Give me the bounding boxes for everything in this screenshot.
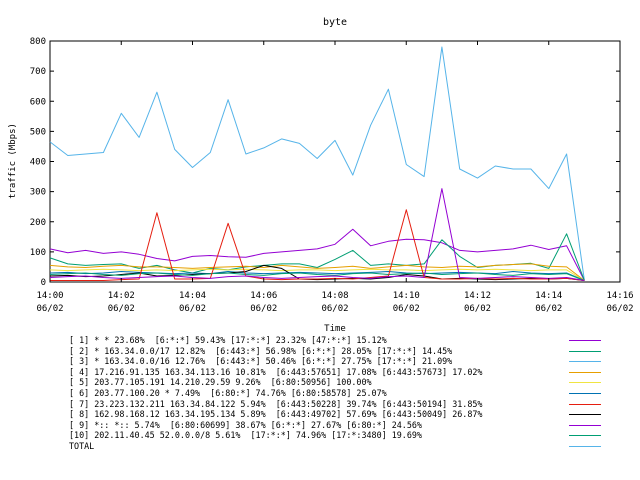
legend-item: [ 2] * 163.34.0.0/17 12.82% [6:443:*] 56…	[69, 346, 629, 357]
legend-item: [ 8] 162.98.168.12 163.34.195.134 5.89% …	[69, 409, 629, 420]
x-tick-label-date: 06/02	[464, 304, 491, 314]
x-tick-label-time: 14:08	[321, 291, 348, 301]
legend-item: [ 4] 17.216.91.135 163.34.113.16 10.81% …	[69, 367, 629, 378]
series-line-9	[49, 188, 585, 281]
x-tick-label-date: 06/02	[321, 304, 348, 314]
y-tick-label: 400	[30, 158, 46, 168]
series-line-6	[49, 271, 585, 281]
legend-swatch	[569, 340, 601, 341]
legend-item: [ 6] 203.77.100.20 * 7.49% [6:80:*] 74.7…	[69, 388, 629, 399]
y-tick-label: 700	[30, 67, 46, 77]
y-tick-label: 600	[30, 97, 46, 107]
x-tick-label-date: 06/02	[179, 304, 206, 314]
legend: [ 1] * * 23.68% [6:*:*] 59.43% [17:*:*] …	[69, 335, 629, 452]
legend-label: [ 4] 17.216.91.135 163.34.113.16 10.81% …	[69, 366, 483, 377]
chart-title: byte	[323, 17, 347, 28]
series-line-5	[49, 268, 585, 281]
axes-layer: 0 100 200 300 400 500 600 700 800 14:00 06/02 14:02…	[30, 37, 634, 314]
y-tick-label: 300	[30, 188, 46, 198]
legend-label: [ 1] * * 23.68% [6:*:*] 59.43% [17:*:*] …	[69, 335, 387, 345]
y-tick-label: 500	[30, 127, 46, 137]
series-line-10	[49, 272, 585, 281]
legend-item: [ 3] * 163.34.0.0/16 12.76% [6:443:*] 50…	[69, 356, 629, 367]
legend-label: TOTAL	[69, 440, 95, 451]
x-tick-label-time: 14:06	[250, 291, 277, 301]
y-tick-label: 800	[30, 37, 46, 47]
legend-swatch	[569, 382, 601, 384]
legend-swatch	[569, 371, 601, 373]
legend-label: [ 9] *:: *:: 5.74% [6:80:60699] 38.67% […	[69, 419, 422, 430]
legend-label: [ 5] 203.77.105.191 14.210.29.59 9.26% […	[69, 377, 372, 388]
x-tick-label-time: 14:12	[464, 291, 491, 301]
y-tick-label: 200	[30, 218, 46, 228]
x-axis-label: Time	[324, 324, 346, 334]
legend-swatch	[569, 403, 601, 405]
legend-swatch	[569, 445, 601, 447]
legend-item: [ 5] 203.77.105.191 14.210.29.59 9.26% […	[69, 377, 629, 388]
x-tick-label-date: 06/02	[393, 304, 420, 314]
series-line-4	[49, 263, 585, 281]
legend-swatch	[569, 414, 601, 416]
y-tick-label: 0	[41, 278, 46, 288]
series-line-7	[50, 209, 585, 281]
legend-label: [10] 202.11.40.45 52.0.0.0/8 5.61% [17:*…	[69, 430, 422, 441]
x-tick-label-time: 14:16	[606, 291, 633, 301]
y-axis-label: traffic (Mbps)	[8, 123, 18, 199]
x-tick-label-time: 14:04	[179, 291, 206, 301]
x-tick-label-date: 06/02	[36, 304, 63, 314]
legend-swatch	[569, 435, 601, 437]
legend-label: [ 6] 203.77.100.20 * 7.49% [6:80:*] 74.7…	[69, 387, 387, 398]
x-tick-label-date: 06/02	[535, 304, 562, 314]
x-tick-label-time: 14:10	[393, 291, 420, 301]
x-tick-label-date: 06/02	[250, 304, 277, 314]
legend-swatch	[569, 424, 601, 426]
x-tick-label-time: 14:00	[36, 291, 63, 301]
legend-item: [ 1] * * 23.68% [6:*:*] 59.43% [17:*:*] …	[69, 335, 629, 346]
y-tick-label: 100	[30, 248, 46, 258]
legend-swatch	[569, 361, 601, 363]
legend-swatch	[569, 392, 601, 394]
series-line-3	[49, 46, 585, 281]
legend-label: [ 3] * 163.34.0.0/16 12.76% [6:443:*] 50…	[69, 356, 453, 367]
series-layer	[49, 46, 585, 281]
x-tick-label-date: 06/02	[606, 304, 633, 314]
series-line-8	[49, 264, 585, 281]
x-tick-label-time: 14:14	[535, 291, 562, 301]
legend-item: [ 7] 23.223.132.211 163.34.84.122 5.94% …	[69, 399, 629, 410]
legend-label: [ 2] * 163.34.0.0/17 12.82% [6:443:*] 56…	[69, 345, 453, 356]
legend-item: [ 9] *:: *:: 5.74% [6:80:60699] 38.67% […	[69, 420, 629, 431]
legend-item: TOTAL	[69, 441, 629, 452]
x-tick-label-date: 06/02	[108, 304, 135, 314]
legend-item: [10] 202.11.40.45 52.0.0.0/8 5.61% [17:*…	[69, 430, 629, 441]
legend-swatch	[569, 350, 601, 352]
legend-label: [ 8] 162.98.168.12 163.34.195.134 5.89% …	[69, 409, 483, 420]
x-tick-label-time: 14:02	[108, 291, 135, 301]
legend-label: [ 7] 23.223.132.211 163.34.84.122 5.94% …	[69, 398, 483, 409]
series-line-1	[49, 228, 585, 281]
